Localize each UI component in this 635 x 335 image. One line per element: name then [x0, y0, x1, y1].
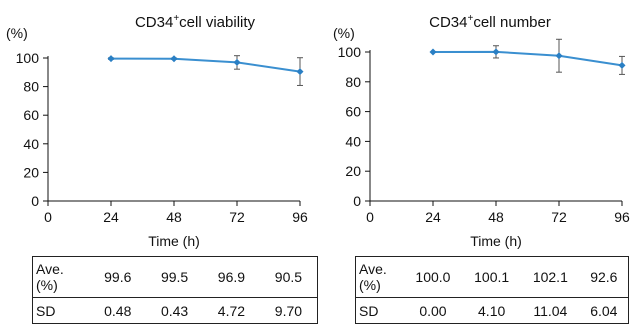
- x-tick-label: 24: [103, 209, 119, 225]
- row-label-line2: (%): [36, 277, 58, 293]
- y-tick-label: 60: [23, 107, 39, 123]
- x-tick-label: 72: [551, 209, 567, 225]
- data-point: [107, 55, 115, 63]
- table-cell: 92.6: [579, 256, 629, 298]
- data-point: [233, 58, 241, 66]
- data-point: [170, 55, 178, 63]
- row-label-average: Ave. (%): [354, 256, 404, 298]
- y-unit-label: (%): [333, 25, 355, 41]
- table-cell: 4.72: [203, 297, 260, 324]
- y-tick-label: 60: [345, 104, 361, 120]
- table-cell: 99.5: [146, 256, 203, 298]
- table-cell: 102.1: [521, 256, 580, 298]
- table-cell: 99.6: [89, 256, 147, 298]
- table-row-sd: SD 0.48 0.43 4.72 9.70: [32, 297, 318, 324]
- y-tick-label: 0: [31, 193, 39, 209]
- table-cell: 0.00: [403, 297, 463, 324]
- x-axis-label: Time (h): [470, 233, 522, 249]
- x-tick-label: 0: [44, 209, 52, 225]
- table-cell: 96.9: [203, 256, 260, 298]
- table-row-average: Ave. (%) 100.0 100.1 102.1 92.6: [354, 256, 629, 298]
- row-label-sd: SD: [354, 297, 404, 324]
- data-point: [492, 48, 500, 56]
- chart-title: CD34+cell number: [429, 13, 551, 31]
- chart-cell-number: CD34+cell number (%) 0 20 40 60 80 100 0 24 48 72 96…: [333, 13, 630, 249]
- y-unit-label: (%): [6, 25, 28, 41]
- table-cell: 6.04: [579, 297, 629, 324]
- table-cell: 0.48: [89, 297, 147, 324]
- table-cell: 11.04: [521, 297, 580, 324]
- chart-title-main: CD34: [429, 14, 467, 31]
- data-point: [296, 68, 304, 76]
- chart-title-main: CD34: [135, 14, 173, 31]
- y-tick-label: 80: [23, 79, 39, 95]
- x-tick-label: 96: [292, 209, 308, 225]
- y-tick-label: 100: [16, 50, 40, 66]
- table-row-average: Ave. (%) 99.6 99.5 96.9 90.5: [32, 256, 318, 298]
- chart-title: CD34+cell viability: [135, 13, 256, 31]
- row-label-line1: Ave.: [359, 261, 387, 277]
- y-tick-label: 40: [345, 133, 361, 149]
- y-tick-label: 20: [23, 164, 39, 180]
- table-cell-viability: Ave. (%) 99.6 99.5 96.9 90.5 SD 0.48 0.4…: [32, 256, 318, 324]
- table-cell: 9.70: [259, 297, 318, 324]
- y-tick-label: 100: [338, 44, 362, 60]
- table-cell: 100.1: [462, 256, 521, 298]
- table-cell-number: Ave. (%) 100.0 100.1 102.1 92.6 SD 0.00 …: [354, 256, 629, 324]
- y-tick-label: 0: [353, 193, 361, 209]
- data-point: [618, 61, 626, 69]
- x-tick-label: 96: [614, 209, 630, 225]
- series-line: [432, 50, 623, 67]
- x-tick-label: 0: [366, 209, 374, 225]
- x-tick-label: 24: [425, 209, 441, 225]
- table-cell: 100.0: [403, 256, 463, 298]
- y-tick-label: 40: [23, 136, 39, 152]
- chart-title-rest: cell number: [473, 14, 551, 31]
- data-point: [555, 52, 563, 60]
- row-label-sd: SD: [32, 297, 90, 324]
- x-tick-label: 72: [229, 209, 245, 225]
- chart-title-sup: +: [467, 13, 473, 24]
- y-tick-label: 20: [345, 163, 361, 179]
- x-tick-label: 48: [166, 209, 182, 225]
- table-cell: 4.10: [462, 297, 521, 324]
- table-cell: 0.43: [146, 297, 203, 324]
- data-point: [429, 48, 437, 56]
- row-label-line1: Ave.: [36, 261, 64, 277]
- x-axis-label: Time (h): [148, 233, 200, 249]
- series-line: [110, 57, 301, 73]
- table-cell: 90.5: [259, 256, 318, 298]
- row-label-average: Ave. (%): [32, 256, 90, 298]
- chart-title-rest: cell viability: [179, 14, 255, 31]
- y-tick-label: 80: [345, 74, 361, 90]
- chart-title-sup: +: [173, 13, 179, 24]
- x-tick-label: 48: [488, 209, 504, 225]
- chart-cell-viability: CD34+cell viability (%) 0 20 40 60 80 100 0 24 48 7…: [6, 13, 308, 249]
- table-row-sd: SD 0.00 4.10 11.04 6.04: [354, 297, 629, 324]
- row-label-line2: (%): [359, 277, 381, 293]
